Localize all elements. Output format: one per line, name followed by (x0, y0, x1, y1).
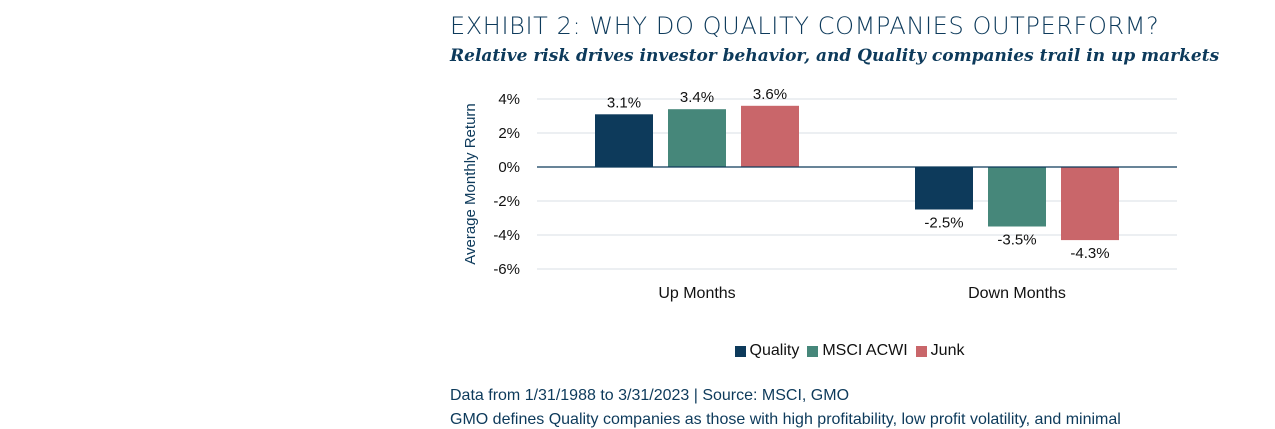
data-label: 3.4% (680, 89, 714, 106)
legend: Quality MSCI ACWI Junk (0, 342, 1275, 360)
y-axis-ticks: 4% 2% 0% -2% -4% -6% (493, 91, 520, 278)
definition-note: GMO defines Quality companies as those w… (450, 411, 1121, 428)
bar-msci-acwi (668, 109, 726, 167)
x-axis-categories: Up Months Down Months (658, 285, 1066, 302)
data-label: 3.6% (753, 86, 787, 103)
bar-junk (741, 105, 799, 167)
bar-quality (915, 167, 973, 210)
chart-subtitle: Relative risk drives investor behavior, … (450, 46, 1220, 66)
legend-item: MSCI ACWI (807, 342, 908, 360)
data-label: -4.3% (1070, 245, 1109, 262)
y-tick-label: -2% (493, 193, 520, 210)
x-category-label: Down Months (968, 285, 1066, 302)
source-note: Data from 1/31/1988 to 3/31/2023 | Sourc… (450, 387, 850, 404)
data-label: 3.1% (607, 94, 641, 111)
legend-item: Quality (734, 342, 800, 360)
chart-title: EXHIBIT 2: WHY DO QUALITY COMPANIES OUTP… (450, 12, 1160, 40)
data-label: -3.5% (997, 232, 1036, 249)
bars (595, 105, 1119, 241)
x-category-label: Up Months (658, 285, 735, 302)
legend-label: Quality (749, 342, 800, 359)
bar-junk (1061, 167, 1119, 241)
data-label: -2.5% (924, 215, 963, 232)
legend-label: Junk (930, 342, 965, 359)
y-tick-label: -6% (493, 261, 520, 278)
y-tick-label: 0% (498, 159, 520, 176)
legend-swatch (915, 345, 927, 357)
legend-item: Junk (915, 342, 965, 360)
y-tick-label: 4% (498, 91, 520, 108)
y-tick-label: -4% (493, 227, 520, 244)
legend-label: MSCI ACWI (822, 342, 908, 359)
legend-swatch (734, 345, 746, 357)
bar-msci-acwi (988, 167, 1046, 227)
y-axis-title: Average Monthly Return (462, 103, 479, 264)
y-tick-label: 2% (498, 125, 520, 142)
bar-quality (595, 114, 653, 167)
data-labels: 3.1% 3.4% 3.6% -2.5% -3.5% -4.3% (607, 86, 1110, 262)
bar-chart: 4% 2% 0% -2% -4% -6% 3.1% 3.4% 3.6% -2.5% -3.5% -4… (462, 86, 1177, 302)
legend-swatch (807, 345, 819, 357)
